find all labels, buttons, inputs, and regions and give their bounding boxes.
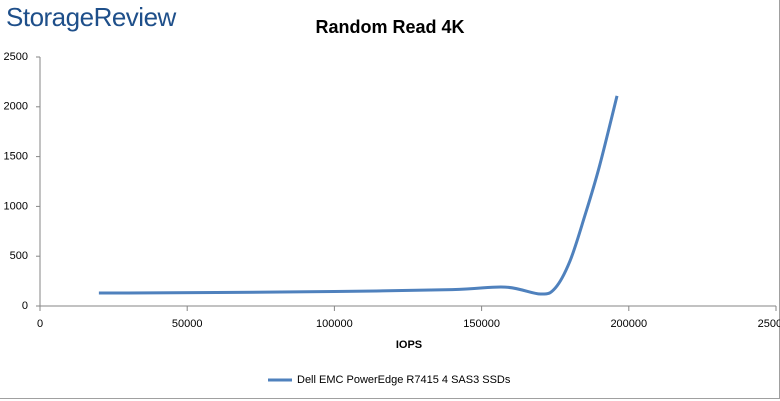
y-tick-label: 2000: [4, 101, 28, 113]
y-tick-label: 1500: [4, 151, 28, 163]
legend-label: Dell EMC PowerEdge R7415 4 SAS3 SSDs: [297, 374, 511, 386]
y-tick-label: 0: [22, 300, 28, 312]
logo: StorageReview: [6, 2, 177, 32]
x-axis-label: IOPS: [396, 339, 422, 351]
data-line: [98, 95, 619, 296]
x-tick-label: 0: [37, 318, 43, 330]
x-tick-label: 100000: [316, 318, 353, 330]
chart-title: Random Read 4K: [315, 17, 464, 37]
x-tick-label: 150000: [463, 318, 500, 330]
y-tick-label: 1000: [4, 200, 28, 212]
y-tick-label: 500: [10, 250, 28, 262]
y-tick-label: 2500: [4, 51, 28, 63]
x-tick-label: 250000: [758, 318, 780, 330]
x-tick-label: 50000: [172, 318, 203, 330]
x-tick-label: 200000: [610, 318, 647, 330]
